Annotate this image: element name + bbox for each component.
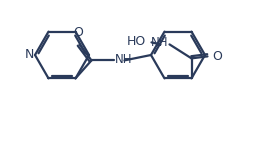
Text: NH: NH	[114, 53, 132, 66]
Text: NH: NH	[151, 36, 168, 49]
Text: O: O	[73, 26, 83, 39]
Text: O: O	[212, 50, 222, 63]
Text: HO: HO	[127, 35, 146, 48]
Text: N: N	[25, 48, 34, 62]
